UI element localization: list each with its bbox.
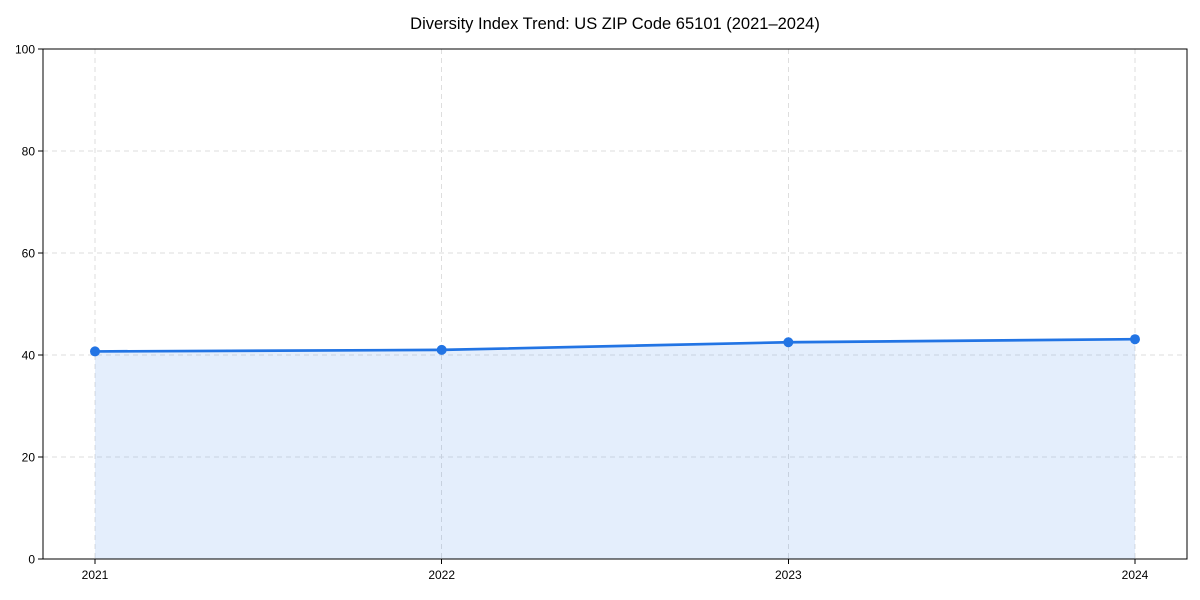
y-tick-label-100: 100 [15,43,35,57]
area-fill [95,339,1135,559]
data-point-2021 [90,346,100,357]
data-point-2024 [1130,334,1140,345]
plot-border [42,48,1188,560]
data-point-2023 [783,337,794,348]
data-point-2022 [436,344,447,355]
x-tick-label-2022: 2022 [428,568,455,582]
y-tick-label-80: 80 [22,145,36,159]
y-tick-label-40: 40 [22,349,36,363]
y-tick-label-20: 20 [22,451,36,465]
x-tick-label-2024: 2024 [1122,568,1149,582]
x-tick-label-2021: 2021 [82,568,109,582]
trend-line [93,337,1137,353]
y-tick-label-0: 0 [28,553,35,567]
x-tick-label-2023: 2023 [775,568,802,582]
y-tick-label-60: 60 [22,247,36,261]
chart-title: Diversity Index Trend: US ZIP Code 65101… [410,15,820,33]
